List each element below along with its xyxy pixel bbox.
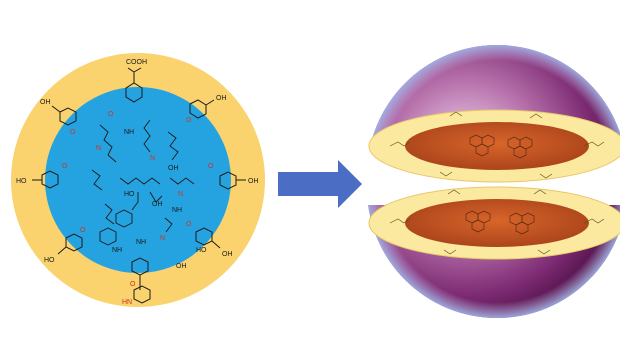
label-cooh-right-low: OH xyxy=(222,251,233,258)
svg-text:O: O xyxy=(108,111,114,118)
bottom-cross-section xyxy=(368,186,620,260)
label-cooh-left-upper: OH xyxy=(40,99,51,106)
ring-substituents xyxy=(32,67,246,304)
label-cooh-left-mid: HO xyxy=(16,178,27,185)
svg-text:O: O xyxy=(62,163,68,170)
label-cooh-left-low: HO xyxy=(44,257,55,264)
label-amine-bottom: HN xyxy=(122,299,132,306)
label-amine-3: NH xyxy=(136,239,146,246)
svg-text:O: O xyxy=(186,117,192,124)
label-cooh-bottom-left: HO xyxy=(196,247,207,254)
label-cooh-top: COOH xyxy=(126,59,147,66)
label-amine-2: NH xyxy=(172,207,182,214)
label-amine-1: NH xyxy=(124,129,134,136)
red-atoms: O O O O O O O O N N N N xyxy=(62,111,214,288)
svg-text:O: O xyxy=(80,227,86,234)
svg-text:N: N xyxy=(160,235,165,242)
svg-text:N: N xyxy=(178,191,183,198)
inner-chains xyxy=(91,119,195,246)
label-center-oh-1: OH xyxy=(168,165,179,172)
svg-text:N: N xyxy=(150,155,155,162)
label-cooh-bottom-right: OH xyxy=(176,263,187,270)
left-particle: O O O O O O O O N N N N COOH OH OH HO HO… xyxy=(11,53,265,307)
label-cooh-right: OH xyxy=(248,178,259,185)
functional-group-labels: COOH OH OH HO HO OH OH HO OH OH HO OH NH… xyxy=(16,59,259,306)
svg-text:N: N xyxy=(96,145,101,152)
arrow-right-icon xyxy=(278,160,362,208)
split-sphere-icon xyxy=(368,45,620,318)
label-cooh-top-right: OH xyxy=(216,95,227,102)
label-amine-4: NH xyxy=(112,247,122,254)
top-cross-section xyxy=(368,109,620,183)
svg-text:O: O xyxy=(208,163,214,170)
svg-text:O: O xyxy=(186,221,192,228)
svg-text:O: O xyxy=(130,281,136,288)
label-center-oh-2: HO xyxy=(124,191,135,198)
label-center-oh-3: OH xyxy=(152,201,163,208)
svg-text:O: O xyxy=(70,129,76,136)
